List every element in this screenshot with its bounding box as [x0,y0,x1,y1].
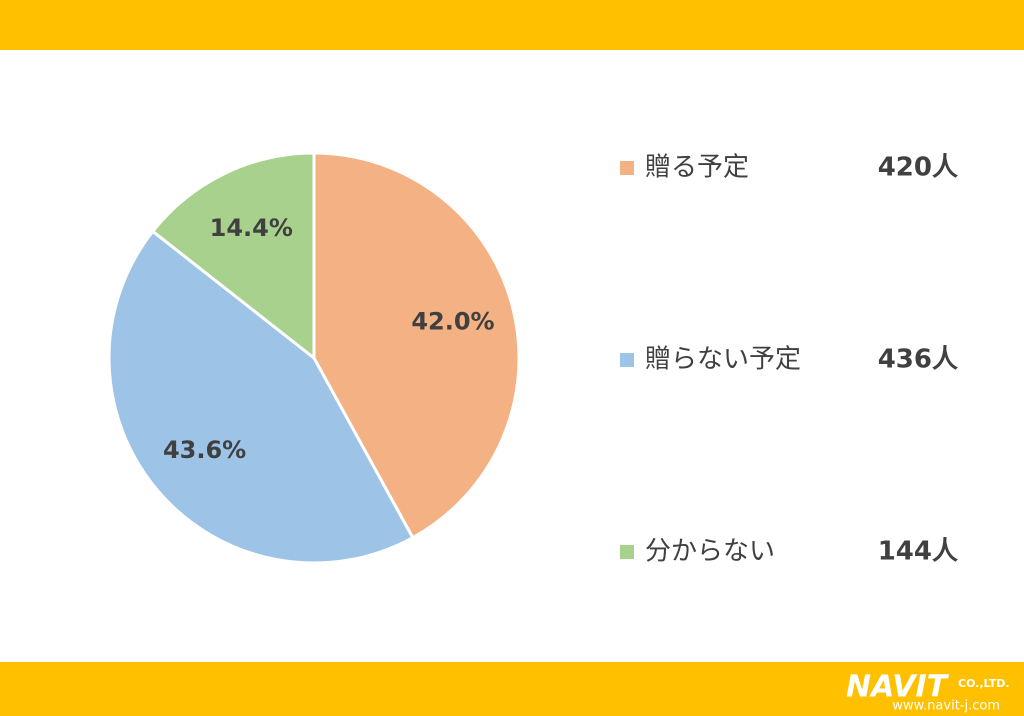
legend-swatch [620,545,634,559]
pie-slice [107,229,415,565]
pie-slice [312,151,521,540]
legend-count: 436人 [878,345,958,375]
legend-count: 420人 [878,153,958,183]
legend-count: 144人 [878,537,958,567]
legend-label: 分からない [645,537,775,567]
pie-chart: 42.0% 43.6% 14.4% [107,151,521,565]
legend-swatch [620,353,634,367]
legend-label: 贈る予定 [645,153,749,183]
logo: NAVIT [846,670,950,705]
pie-slice [150,151,316,362]
logo-suffix: CO.,LTD. [958,677,1010,690]
legend-swatch [620,161,634,175]
data-label: 43.6% [163,436,246,464]
bottom-bar [0,662,1024,716]
legend-label: 贈らない予定 [645,345,801,375]
top-bar [0,0,1024,50]
logo-url: www.navit-j.com [892,699,1000,714]
data-label: 42.0% [411,307,494,335]
data-label: 14.4% [210,214,293,242]
